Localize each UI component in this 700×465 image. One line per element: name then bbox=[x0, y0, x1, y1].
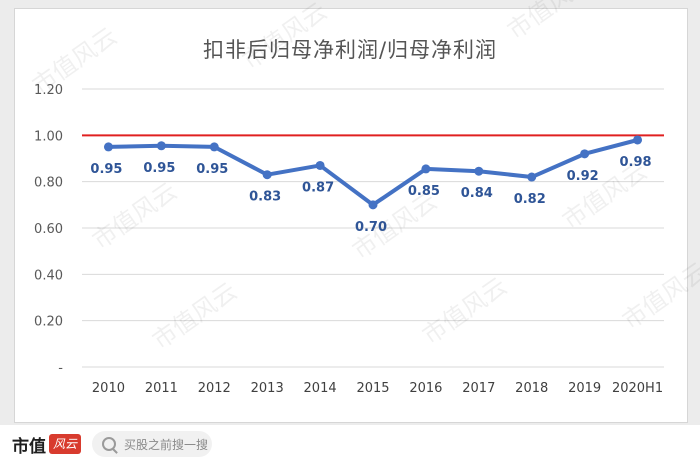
footer-bar: 市值 风云 买股之前搜一搜 bbox=[0, 425, 700, 465]
line-chart: - 0.20 0.40 0.60 0.80 1.00 1.20 2010 2011 2012 201… bbox=[27, 0, 700, 396]
watermark: 市值风云 bbox=[147, 277, 242, 355]
x-tick-label: 2015 bbox=[356, 381, 389, 396]
watermark: 市值风云 bbox=[617, 257, 700, 335]
data-label: 0.70 bbox=[355, 220, 387, 235]
data-label: 0.95 bbox=[90, 162, 122, 177]
search-icon bbox=[102, 437, 116, 451]
y-tick-label: 0.80 bbox=[34, 176, 63, 191]
watermark: 市值风云 bbox=[417, 272, 512, 350]
y-tick-label: - bbox=[58, 361, 63, 376]
search-placeholder: 买股之前搜一搜 bbox=[124, 437, 209, 452]
data-point bbox=[262, 170, 272, 180]
data-label: 0.84 bbox=[461, 186, 493, 201]
x-tick-label: 2013 bbox=[251, 381, 284, 396]
y-tick-label: 1.20 bbox=[34, 83, 63, 98]
data-point bbox=[421, 164, 431, 174]
data-label: 0.85 bbox=[408, 184, 440, 199]
y-tick-label: 1.00 bbox=[34, 129, 63, 144]
x-tick-label: 2017 bbox=[462, 381, 495, 396]
y-tick-label: 0.60 bbox=[34, 222, 63, 237]
brand-logo[interactable]: 市值 风云 bbox=[12, 432, 82, 457]
data-point bbox=[474, 166, 484, 176]
data-label: 0.95 bbox=[196, 162, 228, 177]
x-tick-label: 2020H1 bbox=[612, 381, 663, 396]
series-line bbox=[108, 138, 639, 207]
chart-card bbox=[14, 8, 688, 423]
search-box[interactable]: 买股之前搜一搜 bbox=[92, 431, 212, 457]
x-tick-label: 2012 bbox=[198, 381, 231, 396]
data-point bbox=[156, 141, 166, 151]
data-point bbox=[368, 200, 378, 210]
y-tick-label: 0.20 bbox=[34, 315, 63, 330]
data-label: 0.83 bbox=[249, 190, 281, 205]
data-point bbox=[103, 142, 113, 152]
brand-name: 市值 bbox=[12, 436, 46, 457]
data-point bbox=[209, 142, 219, 152]
data-label: 0.98 bbox=[620, 155, 652, 170]
data-label: 0.82 bbox=[514, 192, 546, 207]
data-point bbox=[580, 149, 590, 159]
data-label: 0.92 bbox=[567, 169, 599, 184]
data-label: 0.87 bbox=[302, 180, 334, 195]
x-tick-label: 2016 bbox=[409, 381, 442, 396]
watermark: 市值风云 bbox=[27, 22, 122, 100]
x-tick-label: 2010 bbox=[92, 381, 125, 396]
x-tick-label: 2011 bbox=[145, 381, 178, 396]
watermark: 市值风云 bbox=[502, 0, 597, 45]
watermark: 市值风云 bbox=[237, 0, 332, 75]
x-tick-label: 2019 bbox=[568, 381, 601, 396]
chart-title: 扣非后归母净利润/归母净利润 bbox=[202, 38, 498, 62]
data-point bbox=[527, 172, 537, 182]
x-tick-label: 2018 bbox=[515, 381, 548, 396]
y-tick-label: 0.40 bbox=[34, 268, 63, 283]
data-label: 0.95 bbox=[143, 161, 175, 176]
data-point bbox=[315, 160, 325, 170]
x-tick-label: 2014 bbox=[304, 381, 337, 396]
data-point bbox=[633, 135, 643, 145]
watermark: 市值风云 bbox=[87, 177, 182, 255]
brand-stamp: 风云 bbox=[49, 434, 82, 454]
